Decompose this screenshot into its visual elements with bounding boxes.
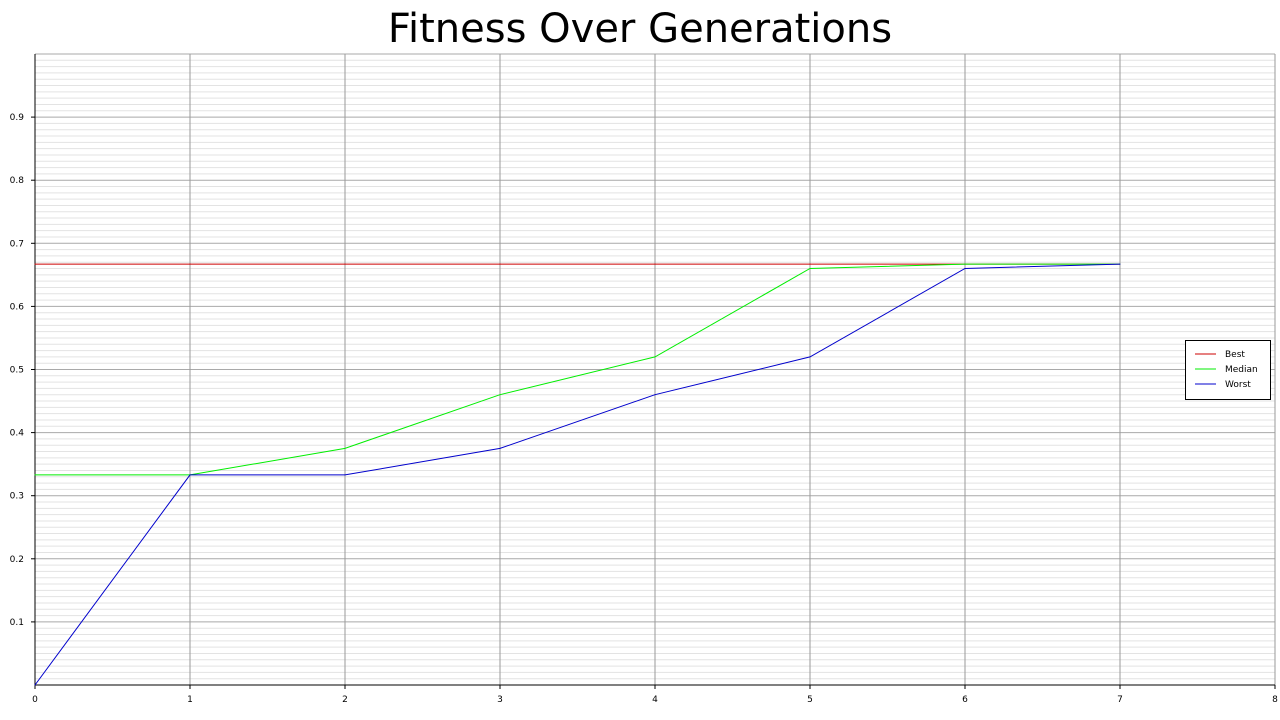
data-point-median: [499, 394, 501, 396]
data-point-worst: [809, 356, 811, 358]
major-grid: [35, 53, 1276, 685]
data-point-median: [654, 356, 656, 358]
legend-label-worst: Worst: [1225, 380, 1251, 390]
y-tick-label: 0.3: [10, 492, 24, 502]
data-point-best: [654, 263, 656, 265]
x-tick-label: 3: [497, 695, 503, 705]
x-tick-label: 1: [187, 695, 193, 705]
x-tick-label: 0: [32, 695, 38, 705]
x-tick-label: 6: [962, 695, 968, 705]
y-tick-label: 0.7: [10, 239, 24, 249]
x-tick-label: 5: [807, 695, 813, 705]
data-point-median: [344, 447, 346, 449]
data-point-best: [344, 263, 346, 265]
data-point-median: [34, 474, 36, 476]
series-line-median: [35, 263, 1120, 476]
chart-title: Fitness Over Generations: [388, 6, 892, 52]
legend-label-median: Median: [1225, 365, 1258, 375]
data-point-worst: [499, 447, 501, 449]
y-tick-label: 0.4: [10, 429, 25, 439]
x-axis-ticks: 0 1 2 3 4 5 6 7 8: [32, 685, 1278, 705]
x-tick-label: 4: [652, 695, 658, 705]
data-point-worst: [344, 474, 346, 476]
x-tick-label: 8: [1272, 695, 1278, 705]
data-point-worst: [654, 394, 656, 396]
x-tick-label: 7: [1117, 695, 1123, 705]
data-point-worst: [34, 684, 36, 686]
legend-box: [1185, 340, 1271, 400]
series-line-worst: [34, 263, 1121, 686]
series-lines: [34, 263, 1121, 686]
data-point-worst: [189, 474, 191, 476]
data-point-best: [499, 263, 501, 265]
data-point-median: [964, 263, 966, 265]
y-tick-label: 0.9: [10, 113, 25, 123]
legend: Best Median Worst: [1185, 340, 1271, 400]
y-tick-label: 0.6: [10, 302, 25, 312]
data-point-worst: [1119, 263, 1121, 265]
y-tick-label: 0.1: [10, 618, 24, 628]
data-point-best: [809, 263, 811, 265]
data-point-best: [34, 263, 36, 265]
y-axis-ticks: 0.1 0.2 0.3 0.4 0.5 0.6 0.7 0.8 0.9: [10, 113, 35, 628]
data-point-best: [189, 263, 191, 265]
data-point-median: [809, 268, 811, 270]
x-tick-label: 2: [342, 695, 348, 705]
legend-label-best: Best: [1225, 350, 1245, 360]
y-tick-label: 0.8: [10, 176, 25, 186]
y-tick-label: 0.2: [10, 555, 24, 565]
y-tick-label: 0.5: [10, 366, 24, 376]
data-point-worst: [964, 268, 966, 270]
